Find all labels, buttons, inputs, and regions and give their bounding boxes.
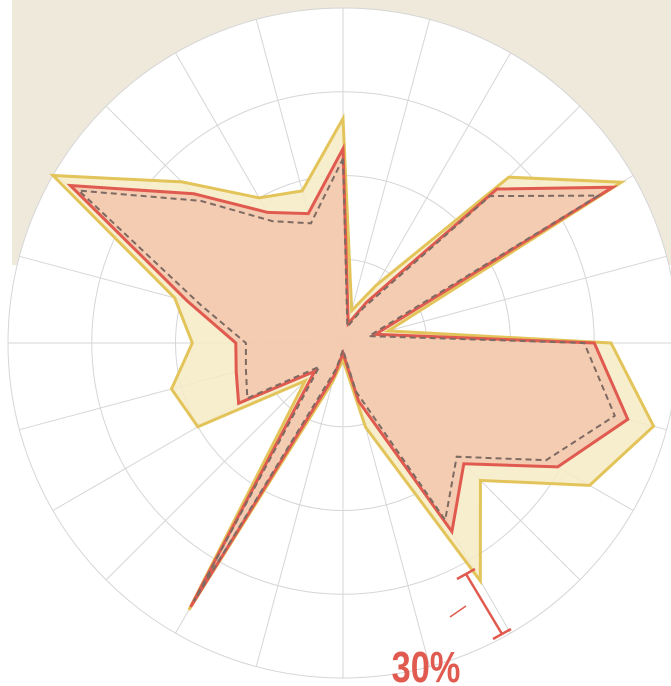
- grid-spoke: [342, 255, 667, 344]
- annotation-tick: [449, 605, 467, 618]
- grid-spoke: [342, 19, 431, 344]
- bracket-line: [464, 573, 504, 635]
- grid-spoke: [255, 342, 344, 667]
- series-shape: [76, 158, 617, 602]
- annotation-bracket: [449, 567, 512, 641]
- annotation-label: 30%: [392, 643, 461, 686]
- series-shape: [66, 143, 630, 608]
- bracket-cap: [492, 627, 512, 641]
- bracket-cap: [456, 567, 476, 581]
- series-layer: [49, 113, 656, 611]
